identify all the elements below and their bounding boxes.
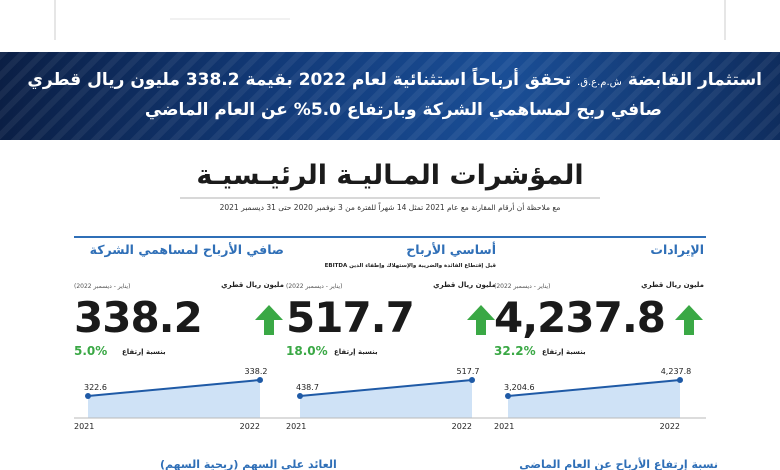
top-divider-left [54,0,56,40]
growth-label: بنسبة إرتفاع [542,348,586,356]
headline-banner: استثمار القابضة ش.م.ع.ق. تحقق أرباحاً اس… [0,52,780,140]
card-value: 338.2 [74,293,203,342]
card-revenue: الإيرادات مليون ريال قطري (يناير - ديسمب… [494,230,706,470]
data-point [677,377,683,383]
data-point [469,377,475,383]
data-label: 338.2 [245,367,268,376]
top-underline [170,18,290,20]
card-unit: مليون ريال قطري [221,281,284,289]
card-value: 4,237.8 [494,293,666,342]
headline-line-1: استثمار القابضة ش.م.ع.ق. تحقق أرباحاً اس… [18,70,762,90]
section-heading: المؤشرات المـاليـة الرئيـسيـة [0,160,780,199]
card-top-rule [74,236,286,238]
x-tick-label: 2022 [659,422,680,431]
growth-value: 5.0% [74,344,108,358]
area-fill [508,380,680,418]
next-section-title: العائد على السهم (ربحية السهم) [160,458,337,470]
growth-value: 18.0% [286,344,328,358]
mini-area-chart: 438.7 517.7 [286,367,498,419]
data-label: 438.7 [296,383,319,392]
card-value: 517.7 [286,293,415,342]
comparison-note: مع ملاحظة أن أرقام المقارنة مع عام 2021 … [219,203,561,212]
top-divider-right [724,0,726,40]
card-period: (يناير - ديسمبر 2022) [494,283,551,290]
up-arrow-icon [675,305,703,335]
growth-value: 32.2% [494,344,536,358]
banner-pattern [0,52,780,140]
area-fill [88,380,260,418]
card-top-rule [494,236,706,238]
data-point [297,393,303,399]
data-label: 4,237.8 [661,367,692,376]
series-line [299,379,473,397]
card-subtitle: قبل إقتطاع الفائدة والضريبة والإستهلاك و… [324,263,496,269]
x-tick-label: 2021 [286,422,307,431]
data-label: 517.7 [457,367,480,376]
data-label: 322.6 [84,383,107,392]
card-ebitda: أساسي الأرباح قبل إقتطاع الفائدة والضريب… [286,230,498,470]
card-net-profit: صافي الأرباح لمساهمي الشركة مليون ريال ق… [74,230,286,470]
area-fill [300,380,472,418]
card-top-rule [286,236,498,238]
x-tick-label: 2022 [451,422,472,431]
up-arrow-icon [467,305,495,335]
series-line [507,379,681,397]
card-title: الإيرادات [650,242,704,257]
card-title: صافي الأرباح لمساهمي الشركة [89,242,284,257]
section-title: المؤشرات المـاليـة الرئيـسيـة [196,160,584,191]
mini-area-chart: 322.6 338.2 [74,367,286,419]
section-rule [180,197,600,199]
top-strip [0,0,780,52]
card-period: (يناير - ديسمبر 2022) [286,283,343,290]
card-unit: مليون ريال قطري [641,281,704,289]
data-point [505,393,511,399]
company-suffix: ش.م.ع.ق. [577,77,622,88]
x-tick-label: 2021 [74,422,95,431]
headline-line-2: صافي ربح لمساهمي الشركة وبارتفاع 5.0% عن… [144,100,662,120]
card-unit: مليون ريال قطري [433,281,496,289]
data-point [257,377,263,383]
next-section-title: نسبة إرتفاع الأرباح عن العام الماضي [519,458,718,470]
next-section-row: نسبة إرتفاع الأرباح عن العام الماضي العا… [0,456,780,470]
card-period: (يناير - ديسمبر 2022) [74,283,131,290]
mini-area-chart: 3,204.6 4,237.8 [494,367,706,419]
x-tick-label: 2021 [494,422,515,431]
growth-label: بنسبة إرتفاع [334,348,378,356]
series-line [87,379,261,397]
card-title: أساسي الأرباح [406,242,496,257]
growth-label: بنسبة إرتفاع [122,348,166,356]
company-name: استثمار القابضة [627,70,762,90]
data-point [85,393,91,399]
x-tick-label: 2022 [239,422,260,431]
headline-main: تحقق أرباحاً استثنائية لعام 2022 بقيمة 3… [27,70,572,90]
up-arrow-icon [255,305,283,335]
data-label: 3,204.6 [504,383,535,392]
